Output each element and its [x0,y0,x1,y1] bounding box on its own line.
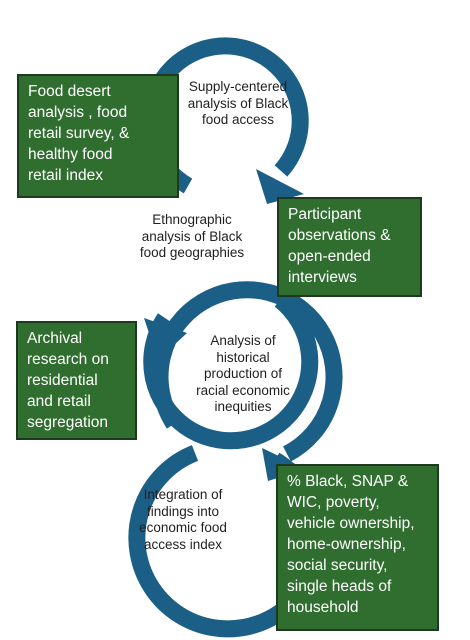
method-box-participant-observations: Participant observations & open-ended in… [277,197,422,297]
cycle-arc-3 [151,281,343,462]
stage-label-supply-centered-analysis: Supply-centered analysis of Black food a… [187,79,289,127]
stage-label-ethnographic-analysis: Ethnographic analysis of Black food geog… [139,212,245,260]
stage-label-historical-analysis: Analysis of historical production of rac… [196,333,290,414]
stage-label-integration-of-findings: Integration of findings into economic fo… [139,487,227,552]
method-box-archival-research: Archival research on residential and ret… [16,321,137,440]
method-box-food-desert-analysis: Food desert analysis , food retail surve… [17,74,179,198]
method-box-economic-indicators: % Black, SNAP & WIC, poverty, vehicle ow… [276,464,439,631]
cycle-arrowhead-1 [256,169,304,204]
